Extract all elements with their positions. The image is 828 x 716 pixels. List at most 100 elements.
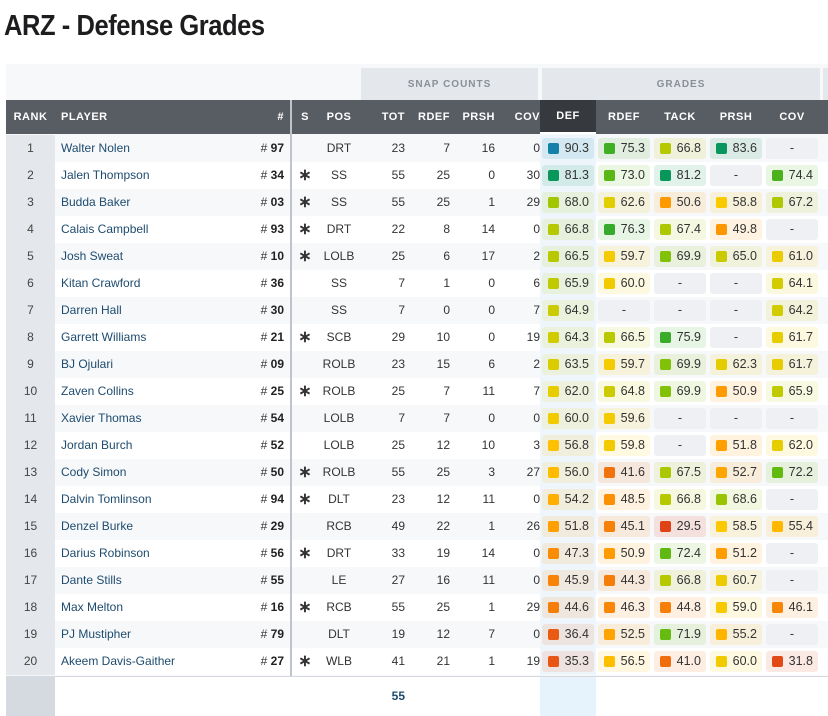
- table-header: RANK PLAYER # S POS TOT RDEF PRSH COV DEF RDEF TACK…: [6, 100, 828, 134]
- grade-prsh-cell: -: [710, 273, 762, 294]
- grade-rdef-cell: -: [598, 300, 650, 321]
- grade-def-cell: 56.8: [542, 435, 594, 456]
- column-header-snap-cov[interactable]: COV: [514, 111, 540, 123]
- column-header-grade-rdef[interactable]: RDEF: [608, 111, 640, 123]
- snap-prsh-cell: 17: [481, 249, 495, 263]
- snap-tot-cell: 25: [391, 249, 405, 263]
- player-name-link[interactable]: Jalen Thompson: [61, 168, 150, 182]
- snap-rdef-cell: 21: [436, 654, 450, 668]
- snap-cov-cell: 0: [533, 222, 540, 236]
- column-header-player[interactable]: PLAYER: [61, 111, 108, 123]
- snap-prsh-cell: 10: [481, 438, 495, 452]
- column-header-snap-prsh[interactable]: PRSH: [462, 111, 495, 123]
- player-name-link[interactable]: Darius Robinson: [61, 546, 150, 560]
- jersey-number: # 30: [216, 297, 284, 324]
- grade-value: 56.0: [564, 465, 589, 479]
- player-name-link[interactable]: Josh Sweat: [61, 249, 124, 263]
- grade-prsh-cell: 60.7: [710, 570, 762, 591]
- player-name-link[interactable]: Dalvin Tomlinson: [61, 492, 152, 506]
- player-name-link[interactable]: BJ Ojulari: [61, 357, 114, 371]
- grade-color-indicator-icon: [660, 602, 671, 613]
- grade-color-indicator-icon: [548, 440, 559, 451]
- hash-symbol: #: [260, 519, 271, 533]
- player-name-link[interactable]: Xavier Thomas: [61, 411, 142, 425]
- snap-cov-cell: 0: [533, 492, 540, 506]
- grade-value: 67.4: [676, 222, 701, 236]
- grade-color-indicator-icon: [660, 170, 671, 181]
- player-name-link[interactable]: PJ Mustipher: [61, 627, 132, 641]
- player-name-link[interactable]: Darren Hall: [61, 303, 122, 317]
- grade-value: 59.7: [620, 249, 645, 263]
- hash-symbol: #: [260, 357, 271, 371]
- footer-row: 55: [6, 676, 828, 716]
- grade-tack-cell: 66.8: [654, 489, 706, 510]
- player-name-link[interactable]: Calais Campbell: [61, 222, 149, 236]
- player-name-link[interactable]: Budda Baker: [61, 195, 131, 209]
- snap-tot-cell: 23: [391, 492, 405, 506]
- grade-value: 44.3: [620, 573, 645, 587]
- snap-rdef-cell: 12: [436, 627, 450, 641]
- jersey-number-value: 16: [270, 600, 284, 614]
- grade-value: 69.9: [676, 384, 701, 398]
- jersey-number-value: 09: [270, 357, 284, 371]
- grade-value: 75.3: [620, 141, 645, 155]
- grade-value: 41.0: [676, 654, 701, 668]
- grade-value: 60.7: [732, 573, 757, 587]
- grade-color-indicator-icon: [716, 359, 727, 370]
- grade-prsh-cell: -: [710, 300, 762, 321]
- column-header-grade-tack[interactable]: TACK: [664, 111, 696, 123]
- snap-cov-cell: 19: [526, 330, 540, 344]
- rank-cell: 14: [6, 486, 55, 513]
- column-header-grade-def[interactable]: DEF: [540, 100, 596, 134]
- grade-cov-cell: -: [766, 489, 818, 510]
- column-header-snap-rdef[interactable]: RDEF: [418, 111, 450, 123]
- grade-value: 64.2: [788, 303, 813, 317]
- column-header-starter[interactable]: S: [301, 111, 309, 123]
- column-header-grade-prsh[interactable]: PRSH: [719, 111, 753, 123]
- player-name-link[interactable]: Cody Simon: [61, 465, 127, 479]
- jersey-number: # 27: [216, 648, 284, 675]
- table-row: 20 Akeem Davis-Gaither # 27 ∗ WLB 41 21 1 19 35.3…: [6, 648, 828, 675]
- player-name-link[interactable]: Zaven Collins: [61, 384, 134, 398]
- snap-prsh-cell: 14: [481, 222, 495, 236]
- grade-color-indicator-icon: [548, 656, 559, 667]
- grade-color-indicator-icon: [772, 197, 783, 208]
- column-header-rank[interactable]: RANK: [13, 111, 48, 123]
- grade-color-indicator-icon: [716, 656, 727, 667]
- grade-color-indicator-icon: [660, 386, 671, 397]
- snap-prsh-cell: 11: [482, 384, 495, 398]
- position-cell: DRT: [326, 141, 352, 155]
- player-name-link[interactable]: Dante Stills: [61, 573, 122, 587]
- rank-cell: 2: [6, 162, 55, 189]
- grade-value: 66.8: [676, 573, 701, 587]
- grade-color-indicator-icon: [772, 521, 783, 532]
- grade-prsh-cell: -: [710, 165, 762, 186]
- column-header-pos[interactable]: POS: [326, 111, 352, 123]
- snap-rdef-cell: 1: [443, 276, 450, 290]
- player-name-link[interactable]: Max Melton: [61, 600, 124, 614]
- hash-symbol: #: [260, 546, 271, 560]
- hash-symbol: #: [260, 573, 271, 587]
- player-name-link[interactable]: Jordan Burch: [61, 438, 133, 452]
- grade-value: 55.4: [788, 519, 813, 533]
- player-name-link[interactable]: Walter Nolen: [61, 141, 130, 155]
- grade-color-indicator-icon: [548, 170, 559, 181]
- table-row: 9 BJ Ojulari # 09 ROLB 23 15 6 2 63.5 59.7 69.9 62.…: [6, 351, 828, 378]
- player-name-link[interactable]: Kitan Crawford: [61, 276, 141, 290]
- column-header-snap-tot[interactable]: TOT: [381, 111, 405, 123]
- grade-value: 46.1: [788, 600, 813, 614]
- player-name-link[interactable]: Denzel Burke: [61, 519, 134, 533]
- grade-value: 81.2: [676, 168, 701, 182]
- column-header-number[interactable]: #: [277, 111, 284, 123]
- snap-rdef-cell: 8: [443, 222, 450, 236]
- column-header-grade-cov[interactable]: COV: [779, 111, 805, 123]
- grade-color-indicator-icon: [716, 494, 727, 505]
- snap-tot-cell: 49: [391, 519, 405, 533]
- grade-color-indicator-icon: [660, 521, 671, 532]
- grade-color-indicator-icon: [604, 332, 615, 343]
- player-name-link[interactable]: Garrett Williams: [61, 330, 147, 344]
- jersey-number-value: 52: [270, 438, 284, 452]
- grade-value: 65.9: [788, 384, 813, 398]
- player-name-link[interactable]: Akeem Davis-Gaither: [61, 654, 176, 668]
- grade-cov-cell: 55.4: [766, 516, 818, 537]
